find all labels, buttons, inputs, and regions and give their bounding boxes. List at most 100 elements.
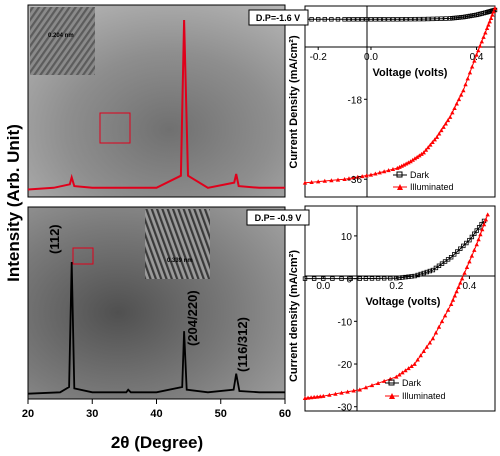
illuminated-marker [447, 114, 453, 119]
illuminated-marker [462, 270, 467, 275]
dark-marker [388, 276, 393, 281]
illuminated-marker [436, 131, 442, 136]
legend-illuminated-top: Illuminated [410, 182, 454, 192]
illuminated-marker [478, 232, 483, 237]
illuminated-marker [481, 34, 486, 39]
dark-marker [375, 276, 381, 281]
dark-marker [421, 16, 426, 22]
illuminated-marker [421, 150, 426, 155]
illuminated-marker [409, 363, 414, 368]
illuminated-marker [434, 134, 440, 139]
illuminated-marker [417, 153, 422, 158]
dark-marker [425, 16, 431, 22]
illuminated-marker [480, 227, 485, 232]
illuminated-marker [432, 137, 437, 142]
lattice-spacing-top: 0.204 nm [48, 33, 74, 39]
illuminated-marker [397, 164, 402, 169]
illuminated-marker [345, 389, 350, 394]
illuminated-marker [399, 163, 404, 168]
illuminated-marker [428, 142, 433, 147]
dark-marker [424, 269, 429, 275]
iv-series-line [305, 220, 485, 280]
xrd-curve-top [27, 19, 285, 191]
illuminated-marker [357, 387, 363, 392]
illuminated-marker [439, 319, 445, 324]
illuminated-marker [415, 357, 420, 362]
dark-marker [357, 276, 363, 281]
iv-top-ticks: -0.2 0.0 0.4 -18 -36 [310, 47, 484, 186]
illuminated-marker [359, 174, 365, 179]
illuminated-marker [363, 385, 369, 390]
iv-xtick-label: 0.0 [316, 281, 330, 292]
iv-bottom-legend: Dark Illuminated [385, 378, 446, 401]
illuminated-marker [406, 160, 411, 165]
illuminated-marker [483, 217, 489, 222]
illuminated-marker [329, 178, 334, 183]
illuminated-marker [463, 82, 468, 87]
illuminated-marker [488, 16, 494, 21]
illuminated-marker [321, 393, 326, 398]
iv-bottom-x-axis-title: Voltage (volts) [366, 296, 441, 308]
illuminated-marker [403, 161, 409, 166]
illuminated-marker [423, 147, 429, 152]
iv-ytick-label: -10 [338, 317, 353, 328]
dark-marker [355, 17, 360, 22]
illuminated-marker [406, 366, 411, 371]
illuminated-marker [364, 173, 369, 178]
illuminated-marker [427, 340, 433, 345]
iv-xtick-label: 0.2 [389, 281, 403, 292]
selection-box-bottom [72, 247, 94, 265]
illuminated-marker [456, 284, 461, 289]
illuminated-marker [490, 12, 495, 17]
iv-xtick-label: 0.4 [462, 281, 476, 292]
iv-ytick-label: 0 [346, 275, 352, 286]
iv-top-y-axis-title: Current Density (mA/cm²) [288, 35, 300, 169]
dark-marker [315, 17, 321, 22]
dark-marker [417, 16, 422, 22]
illuminated-marker [481, 222, 487, 227]
dark-marker [322, 17, 327, 22]
illuminated-marker [386, 168, 391, 173]
dark-marker [418, 271, 423, 277]
illuminated-marker [454, 101, 459, 106]
illuminated-marker [412, 361, 417, 366]
dark-marker [302, 276, 308, 281]
lattice-spacing-bottom: 0.339 nm [167, 258, 193, 264]
xrd-xtick-label: 50 [215, 408, 227, 420]
hrtem-inset-top [30, 7, 95, 75]
illuminated-marker [302, 395, 308, 400]
illuminated-marker [309, 179, 314, 184]
illuminated-marker [368, 172, 374, 177]
iv-bottom-y-axis-title: Current density (mA/cm²) [288, 250, 300, 382]
illuminated-marker [469, 64, 475, 69]
dark-marker [386, 17, 391, 22]
dark-marker [406, 274, 411, 279]
xrd-xtick-label: 60 [279, 408, 291, 420]
illuminated-marker [465, 76, 470, 81]
dark-marker [467, 237, 472, 243]
dark-marker [399, 17, 404, 22]
illuminated-marker [479, 39, 485, 44]
iv-bottom-frame [304, 205, 496, 412]
illuminated-marker [436, 324, 442, 329]
dark-marker [403, 274, 408, 280]
illuminated-marker [400, 370, 405, 375]
iv-ytick-label: -36 [348, 175, 363, 186]
dark-marker [335, 17, 341, 22]
iv-bottom-ticks: 0.0 0.2 0.4 10 0 -10 -20 -30 [316, 232, 476, 414]
illuminated-marker [452, 105, 457, 110]
xrd-xtick-label: 20 [22, 408, 34, 420]
dark-marker [476, 225, 482, 230]
iv-xtick-label: 0.4 [470, 52, 484, 63]
illuminated-marker [408, 159, 413, 164]
iv-top-x-axis-title: Voltage (volts) [373, 67, 448, 79]
dark-marker [427, 268, 433, 274]
illuminated-marker [458, 92, 464, 97]
dark-marker [397, 275, 402, 281]
xrd-x-axis: 20 30 40 50 60 [22, 399, 291, 420]
illuminated-marker [335, 177, 341, 182]
illuminated-marker [308, 395, 314, 400]
illuminated-marker [483, 30, 488, 35]
illuminated-marker [441, 124, 446, 129]
illuminated-marker [464, 265, 470, 270]
